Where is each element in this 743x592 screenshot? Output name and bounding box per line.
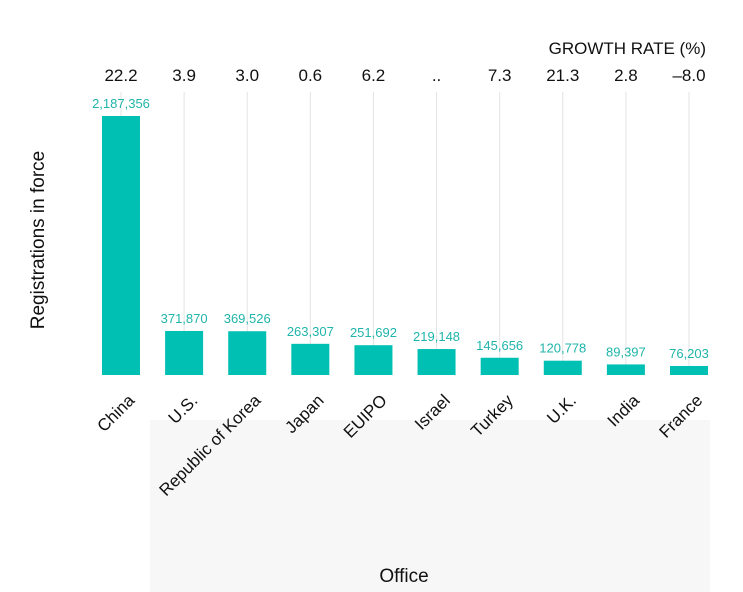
data-label: 145,656 [476,338,523,353]
bar [354,345,393,375]
growth-rate-value: –8.0 [672,66,705,85]
data-label: 89,397 [606,344,646,359]
growth-rate-value: 3.0 [235,66,259,85]
bar [543,360,582,375]
growth-rate-header: GROWTH RATE (%) [549,39,706,58]
data-label: 251,692 [350,325,397,340]
bar [606,364,645,375]
bar [102,116,140,375]
growth-rate-value: 0.6 [299,66,323,85]
growth-rate-value: 2.8 [614,66,638,85]
data-label: 76,203 [669,346,709,361]
y-axis-title: Registrations in force [28,151,49,329]
data-labels: 2,187,356 371,870 369,526 263,307 251,692 219… [92,96,709,361]
gridlines [120,92,690,375]
data-label: 263,307 [287,324,334,339]
bars [102,116,708,375]
label-area-shade [150,420,710,592]
growth-rate-value: 6.2 [362,66,386,85]
bar [291,343,330,375]
bar [228,331,267,375]
bar [670,365,708,375]
x-axis-title: Office [379,566,428,587]
bar [480,357,519,375]
growth-rate-value: 21.3 [546,66,579,85]
data-label: 120,778 [539,341,586,356]
growth-rate-value: 22.2 [104,66,137,85]
data-label: 371,870 [161,311,208,326]
bar [417,349,456,375]
data-label: 369,526 [224,311,271,326]
bar [165,330,204,375]
growth-rate-value: .. [432,66,441,85]
data-label: 219,148 [413,329,460,344]
growth-rate-value: 3.9 [172,66,196,85]
growth-rate-value: 7.3 [488,66,512,85]
data-label: 2,187,356 [92,96,150,111]
growth-rate-row: 22.2 3.9 3.0 0.6 6.2.. 7.3 21.3 2.8 –8.0 [104,66,705,85]
